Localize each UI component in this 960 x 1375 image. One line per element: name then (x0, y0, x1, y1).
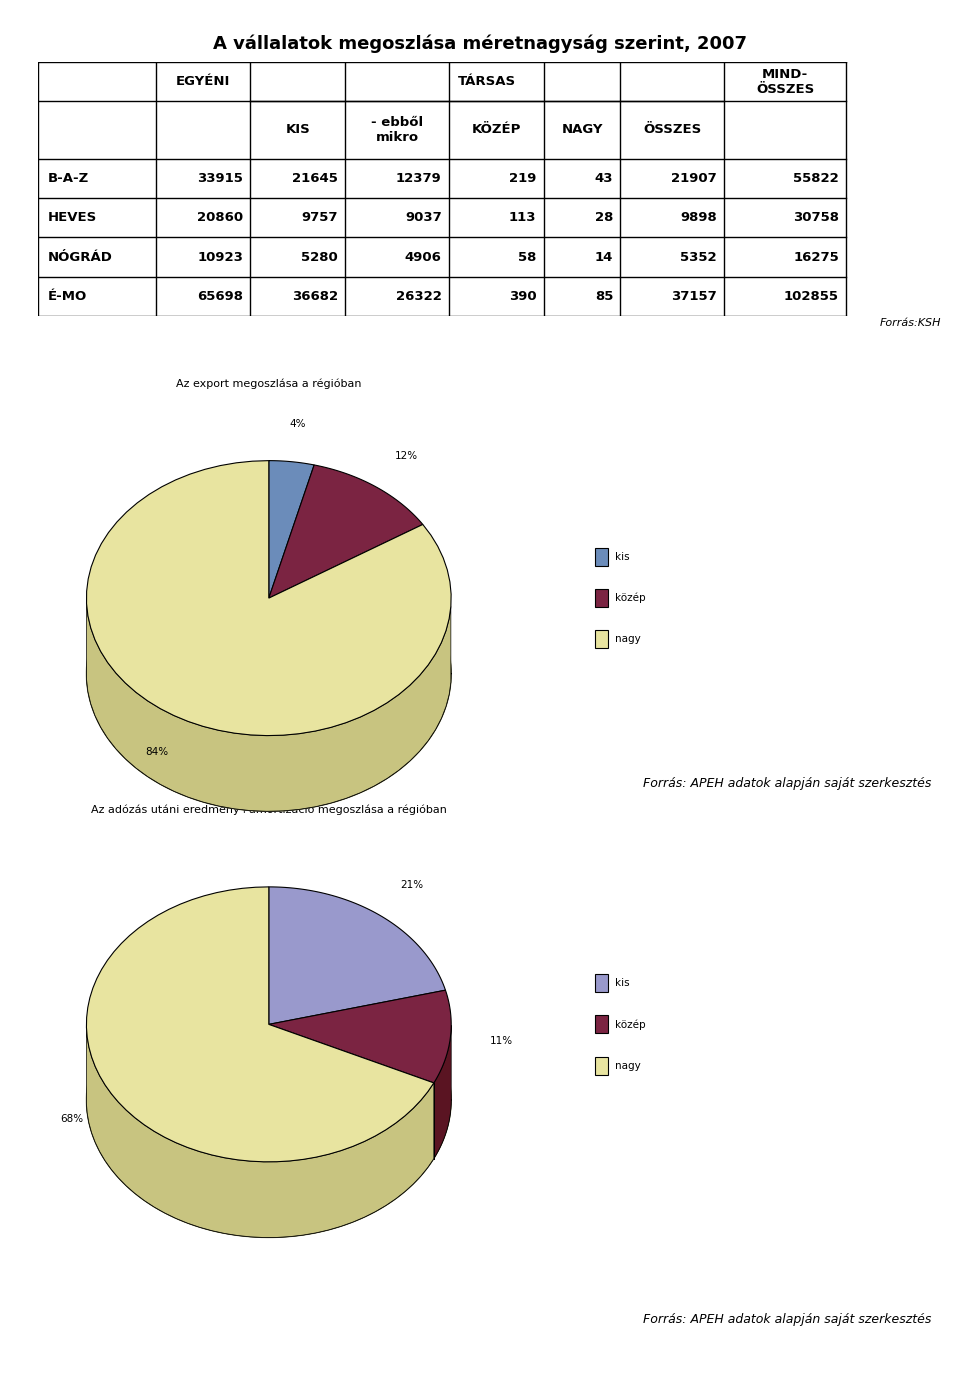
Text: Forrás:KSH: Forrás:KSH (879, 318, 941, 327)
Text: EGYÉNI: EGYÉNI (176, 76, 230, 88)
Text: NAGY: NAGY (562, 124, 603, 136)
Text: HEVES: HEVES (47, 212, 97, 224)
Text: 33915: 33915 (198, 172, 243, 184)
Text: Forrás: APEH adatok alapján saját szerkesztés: Forrás: APEH adatok alapján saját szerke… (643, 1313, 931, 1326)
Text: 10923: 10923 (198, 250, 243, 264)
Polygon shape (86, 962, 451, 1238)
Bar (595, 1057, 608, 1075)
Text: 36682: 36682 (292, 290, 338, 302)
Text: 16275: 16275 (793, 250, 839, 264)
Text: 85: 85 (595, 290, 613, 302)
Text: 9898: 9898 (681, 212, 717, 224)
Polygon shape (86, 887, 434, 1162)
Text: 113: 113 (509, 212, 537, 224)
Text: nagy: nagy (615, 634, 641, 645)
Text: 9037: 9037 (405, 212, 442, 224)
Polygon shape (269, 465, 422, 598)
Text: 21645: 21645 (292, 172, 338, 184)
Text: 219: 219 (509, 172, 537, 184)
Text: 37157: 37157 (671, 290, 717, 302)
Text: 30758: 30758 (793, 212, 839, 224)
Text: nagy: nagy (615, 1060, 641, 1071)
Text: 43: 43 (595, 172, 613, 184)
Text: 5352: 5352 (681, 250, 717, 264)
Polygon shape (434, 1026, 451, 1159)
Text: - ebből
mikro: - ebből mikro (372, 116, 423, 144)
Text: B-A-Z: B-A-Z (47, 172, 88, 184)
Text: 28: 28 (595, 212, 613, 224)
Text: közép: közép (615, 1019, 646, 1030)
Text: TÁRSAS: TÁRSAS (458, 76, 516, 88)
Text: 65698: 65698 (197, 290, 243, 302)
Text: KIS: KIS (285, 124, 310, 136)
Text: ÖSSZES: ÖSSZES (643, 124, 702, 136)
Text: 12379: 12379 (396, 172, 442, 184)
Bar (595, 588, 608, 608)
Text: kis: kis (615, 551, 630, 562)
Polygon shape (269, 990, 451, 1084)
Polygon shape (86, 536, 451, 811)
Polygon shape (86, 461, 451, 736)
Text: A vállalatok megoszlása méretnagyság szerint, 2007: A vállalatok megoszlása méretnagyság sze… (213, 34, 747, 52)
Text: 55822: 55822 (793, 172, 839, 184)
Text: 390: 390 (509, 290, 537, 302)
Text: NÓGRÁD: NÓGRÁD (47, 250, 112, 264)
Text: 5280: 5280 (301, 250, 338, 264)
Text: É-MO: É-MO (47, 290, 86, 302)
Text: 14: 14 (595, 250, 613, 264)
Polygon shape (86, 604, 451, 811)
Text: Az adózás utáni eredmény+amortizáció megoszlása a régióban: Az adózás utáni eredmény+amortizáció meg… (91, 804, 446, 815)
Text: 4%: 4% (290, 418, 306, 429)
Bar (595, 549, 608, 566)
Text: 12%: 12% (395, 451, 418, 461)
Polygon shape (86, 1027, 434, 1238)
Polygon shape (269, 461, 314, 598)
Text: 21%: 21% (400, 880, 423, 890)
Text: 84%: 84% (145, 748, 168, 758)
Polygon shape (269, 887, 445, 1024)
Text: 68%: 68% (60, 1114, 84, 1123)
Text: Forrás: APEH adatok alapján saját szerkesztés: Forrás: APEH adatok alapján saját szerke… (643, 777, 931, 789)
Text: Az export megoszlása a régióban: Az export megoszlása a régióban (176, 378, 362, 389)
Text: KÖZÉP: KÖZÉP (471, 124, 521, 136)
Text: 26322: 26322 (396, 290, 442, 302)
Text: 102855: 102855 (783, 290, 839, 302)
Bar (595, 1015, 608, 1034)
Text: közép: közép (615, 593, 646, 604)
Text: 9757: 9757 (301, 212, 338, 224)
Text: 11%: 11% (490, 1035, 513, 1046)
Text: kis: kis (615, 978, 630, 989)
Text: 20860: 20860 (197, 212, 243, 224)
Bar (595, 630, 608, 649)
Text: 21907: 21907 (671, 172, 717, 184)
Text: 4906: 4906 (405, 250, 442, 264)
Bar (595, 975, 608, 993)
Text: 58: 58 (518, 250, 537, 264)
Text: MIND-
ÖSSZES: MIND- ÖSSZES (756, 67, 814, 96)
